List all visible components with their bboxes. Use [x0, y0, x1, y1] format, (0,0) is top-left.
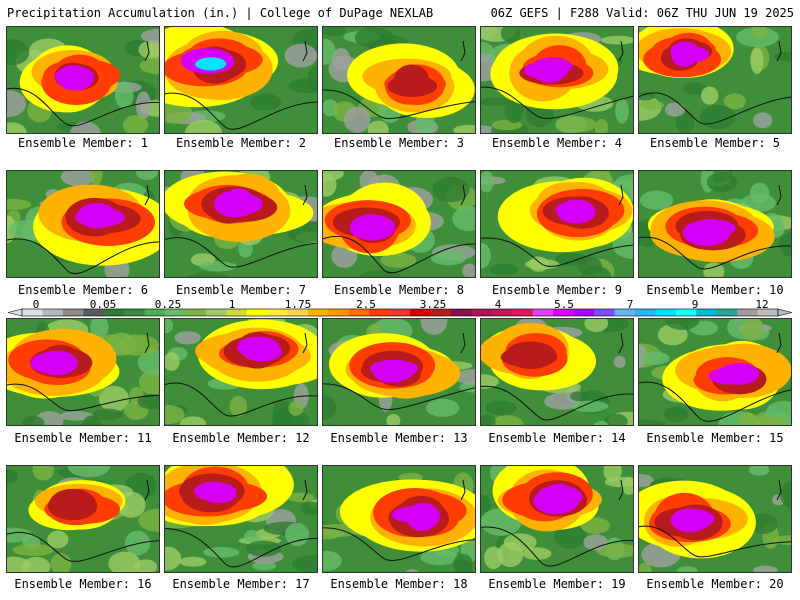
colorbar-swatch [430, 309, 452, 316]
ensemble-map-panel [480, 465, 634, 573]
colorbar-tick-label: 0.25 [154, 298, 182, 311]
ensemble-map-panel [480, 170, 634, 278]
ensemble-map-panel [638, 465, 792, 573]
ensemble-member-caption: Ensemble Member: 2 [175, 136, 307, 150]
ensemble-map-panel [6, 465, 160, 573]
ensemble-member-caption: Ensemble Member: 10 [646, 283, 784, 297]
ensemble-member-caption: Ensemble Member: 6 [17, 283, 149, 297]
colorbar-swatch [573, 309, 595, 316]
colorbar-swatch [512, 309, 534, 316]
ensemble-map-panel [638, 170, 792, 278]
colorbar-max-arrow [777, 308, 793, 317]
colorbar-swatch [491, 309, 513, 316]
colorbar-tick-label: 3.25 [419, 298, 447, 311]
colorbar-swatch [655, 309, 677, 316]
colorbar-swatch [185, 309, 207, 316]
ensemble-member-caption: Ensemble Member: 3 [333, 136, 465, 150]
colorbar-swatch [614, 309, 636, 316]
run-valid-time: 06Z GEFS | F288 Valid: 06Z THU JUN 19 20… [490, 6, 794, 20]
colorbar-swatch [42, 309, 64, 316]
colorbar-swatch [22, 309, 43, 316]
colorbar-swatch [553, 309, 575, 316]
colorbar-tick-label: 0 [32, 298, 40, 311]
ensemble-map-panel [164, 318, 318, 426]
colorbar-swatch [103, 309, 125, 316]
colorbar-swatch [716, 309, 738, 316]
colorbar-swatch [757, 309, 779, 316]
colorbar-swatch [62, 309, 84, 316]
ensemble-map-panel [6, 26, 160, 134]
ensemble-map-panel [480, 318, 634, 426]
colorbar-swatch [594, 309, 616, 316]
ensemble-member-caption: Ensemble Member: 11 [14, 431, 152, 445]
ensemble-map-panel [6, 318, 160, 426]
colorbar-swatch [226, 309, 248, 316]
ensemble-member-caption: Ensemble Member: 7 [175, 283, 307, 297]
colorbar-tick-label: 1.75 [284, 298, 312, 311]
ensemble-map-panel [322, 170, 476, 278]
colorbar-swatch [83, 309, 105, 316]
ensemble-member-caption: Ensemble Member: 18 [330, 577, 468, 591]
colorbar-swatch [451, 309, 473, 316]
ensemble-map-panel [322, 465, 476, 573]
ensemble-map-panel [164, 170, 318, 278]
colorbar-swatch [246, 309, 268, 316]
ensemble-member-caption: Ensemble Member: 8 [333, 283, 465, 297]
colorbar-swatch [410, 309, 432, 316]
ensemble-map-panel [480, 26, 634, 134]
colorbar-swatch [124, 309, 146, 316]
ensemble-member-caption: Ensemble Member: 20 [646, 577, 784, 591]
ensemble-map-panel [164, 465, 318, 573]
ensemble-member-caption: Ensemble Member: 4 [491, 136, 623, 150]
map-title: Precipitation Accumulation (in.) | Colle… [7, 6, 434, 20]
colorbar-tick-label: 9 [691, 298, 699, 311]
ensemble-map-panel [638, 318, 792, 426]
colorbar-swatch [675, 309, 697, 316]
colorbar-swatch [369, 309, 391, 316]
ensemble-member-caption: Ensemble Member: 16 [14, 577, 152, 591]
colorbar-tick-label: 7 [626, 298, 634, 311]
ensemble-member-caption: Ensemble Member: 15 [646, 431, 784, 445]
ensemble-member-caption: Ensemble Member: 19 [488, 577, 626, 591]
ensemble-member-caption: Ensemble Member: 5 [649, 136, 781, 150]
colorbar-tick-label: 0.05 [89, 298, 117, 311]
precipitation-colorbar [7, 308, 793, 317]
ensemble-member-caption: Ensemble Member: 14 [488, 431, 626, 445]
colorbar-swatch [287, 309, 309, 316]
ensemble-member-caption: Ensemble Member: 13 [330, 431, 468, 445]
colorbar-swatch [634, 309, 656, 316]
colorbar-swatch [205, 309, 227, 316]
colorbar-min-arrow [7, 308, 23, 317]
colorbar-tick-label: 5.5 [554, 298, 574, 311]
colorbar-tick-label: 2.5 [356, 298, 376, 311]
ensemble-map-panel [322, 318, 476, 426]
ensemble-member-caption: Ensemble Member: 1 [17, 136, 149, 150]
colorbar-swatch [389, 309, 411, 316]
colorbar-swatch [144, 309, 166, 316]
colorbar-swatch [328, 309, 350, 316]
colorbar-tick-label: 4 [494, 298, 502, 311]
colorbar-tick-label: 12 [755, 298, 769, 311]
colorbar-swatch [737, 309, 759, 316]
colorbar-swatch [308, 309, 329, 316]
colorbar-swatch [348, 309, 370, 316]
colorbar-swatch [532, 309, 554, 316]
colorbar-swatch [267, 309, 289, 316]
colorbar-swatch [471, 309, 493, 316]
ensemble-map-panel [638, 26, 792, 134]
ensemble-member-caption: Ensemble Member: 17 [172, 577, 310, 591]
ensemble-member-caption: Ensemble Member: 9 [491, 283, 623, 297]
ensemble-map-panel [6, 170, 160, 278]
ensemble-member-caption: Ensemble Member: 12 [172, 431, 310, 445]
ensemble-map-panel [164, 26, 318, 134]
colorbar-tick-label: 1 [228, 298, 236, 311]
colorbar-swatch [696, 309, 718, 316]
colorbar-swatch [165, 309, 186, 316]
ensemble-map-panel [322, 26, 476, 134]
